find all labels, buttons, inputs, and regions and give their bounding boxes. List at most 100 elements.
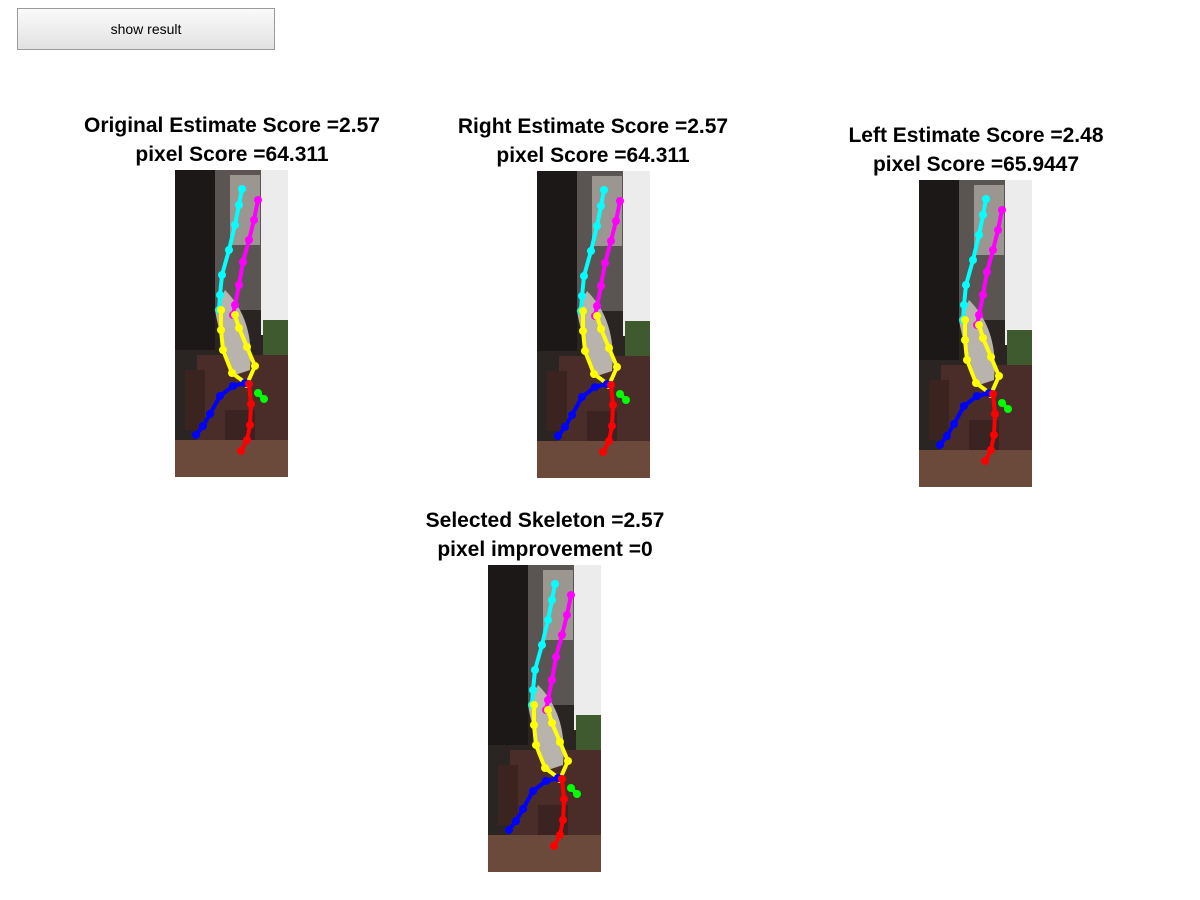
right-leg-limb [599,381,617,456]
joint-marker [235,201,243,209]
selected-pixel-improvement: pixel improvement =0 [437,538,653,561]
joint-marker [552,653,560,661]
joint-marker [237,447,245,455]
joint-marker [548,719,556,727]
joint-marker [558,775,566,783]
joint-marker [981,457,989,465]
head-limb [616,390,630,404]
joint-marker [989,390,997,398]
joint-marker [542,777,550,785]
joint-marker [505,826,513,834]
original-estimate-score: Original Estimate Score =2.57 [84,114,380,137]
joint-marker [605,344,613,352]
joint-marker [587,247,595,255]
joint-marker [225,246,233,254]
joint-marker [231,221,239,229]
left-arm-limb [229,196,262,319]
left-estimate-image [919,180,1032,487]
joint-marker [979,211,987,219]
joint-marker [238,185,246,193]
joint-marker [979,334,987,342]
joint-marker [989,246,997,254]
joint-marker [216,291,224,299]
head-limb [998,399,1012,413]
joint-marker [251,362,259,370]
head-limb [254,389,268,403]
right-leg-limb [981,390,999,465]
right-estimate-title: Right Estimate Score =2.57 pixel Score =… [436,112,750,170]
joint-marker [608,422,616,430]
joint-marker [579,327,587,335]
joint-marker [564,757,572,765]
joint-marker [990,431,998,439]
joint-marker [973,392,981,400]
right-arm-limb [959,195,990,324]
joint-marker [580,272,588,280]
joint-marker [250,216,258,224]
joint-marker [199,422,207,430]
joint-marker [219,346,227,354]
joint-marker [994,226,1002,234]
joint-marker [192,431,200,439]
joint-marker [963,356,971,364]
show-result-button[interactable]: show result [17,8,275,50]
right-leg-limb [550,775,568,850]
left-pixel-score: pixel Score =65.9447 [872,153,1080,176]
joint-marker [254,389,262,397]
joint-marker [231,311,239,319]
joint-marker [217,306,225,314]
joint-marker [581,347,589,355]
joint-marker [556,738,564,746]
joint-marker [245,236,253,244]
joint-marker [1004,405,1012,413]
joint-marker [607,237,615,245]
joint-marker [530,701,538,709]
joint-marker [609,401,617,409]
joint-marker [519,805,527,813]
joint-marker [245,380,253,388]
joint-marker [554,432,562,440]
left-arm-limb [973,206,1006,329]
left-arm-limb [591,197,624,320]
right-estimate-image [537,171,650,478]
joint-marker [622,396,630,404]
joint-marker [943,432,951,440]
joint-marker [960,402,968,410]
joint-marker [975,321,983,329]
joint-marker [612,217,620,225]
joint-marker [991,410,999,418]
joint-marker [616,197,624,205]
joint-marker [544,706,552,714]
right-arm-limb [577,186,608,315]
joint-marker [529,787,537,795]
left-arm-limb [542,591,575,714]
joint-marker [529,686,537,694]
joint-marker [216,392,224,400]
left-leg-limb [936,389,993,449]
joint-marker [560,795,568,803]
joint-marker [593,302,601,310]
joint-marker [568,411,576,419]
joint-marker [972,379,980,387]
original-estimate-title: Original Estimate Score =2.57 pixel Scor… [60,111,404,169]
joint-marker [599,448,607,456]
joint-marker [607,381,615,389]
joint-marker [247,400,255,408]
right-leg-limb [237,380,255,455]
joint-marker [243,436,251,444]
joint-marker [531,666,539,674]
joint-marker [538,641,546,649]
joint-marker [573,790,581,798]
pose-photo [919,180,1032,487]
joint-marker [600,186,608,194]
joint-marker [961,316,969,324]
right-estimate-score: Right Estimate Score =2.57 [457,115,729,138]
joint-marker [254,196,262,204]
joint-marker [597,202,605,210]
joint-marker [950,420,958,428]
selected-skeleton-title: Selected Skeleton =2.57 pixel improvemen… [400,506,690,564]
joint-marker [556,831,564,839]
left-leg-limb [554,380,611,440]
joint-marker [558,631,566,639]
joint-marker [229,382,237,390]
